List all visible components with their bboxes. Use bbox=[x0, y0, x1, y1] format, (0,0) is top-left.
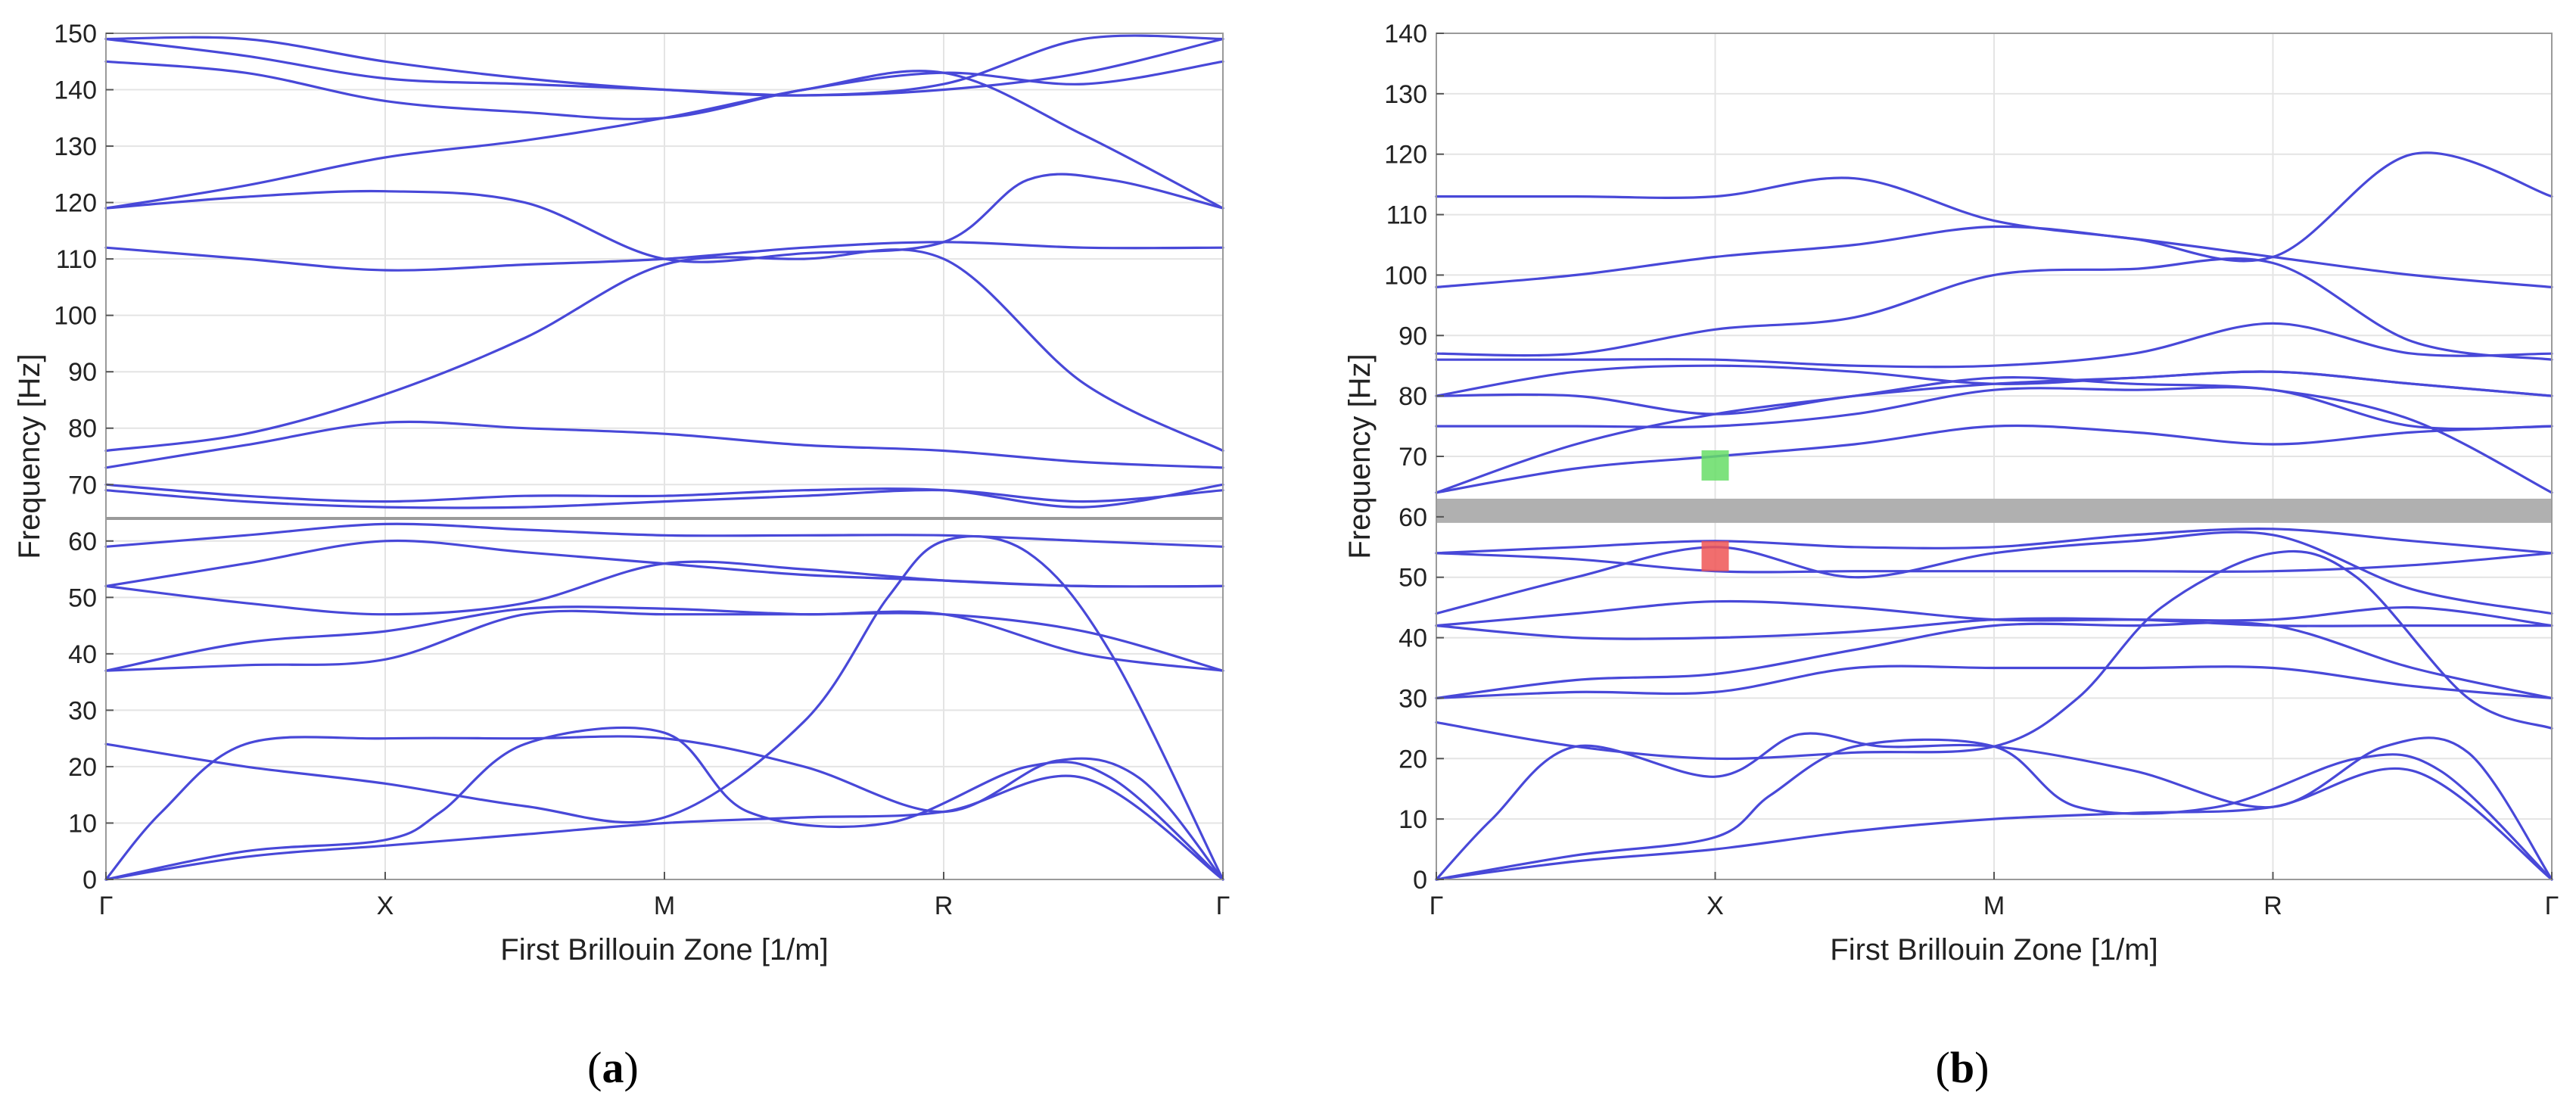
y-axis-title: Frequency [Hz] bbox=[1343, 353, 1377, 559]
x-tick-label: M bbox=[654, 892, 675, 920]
x-axis-title: First Brillouin Zone [1/m] bbox=[500, 933, 828, 966]
y-tick-label: 0 bbox=[1413, 866, 1427, 895]
x-tick-label: R bbox=[935, 892, 954, 920]
dispersion-band-13 bbox=[1435, 376, 2553, 494]
x-axis-title: First Brillouin Zone [1/m] bbox=[1830, 933, 2158, 966]
dispersion-band-10 bbox=[1435, 552, 2553, 574]
y-axis-title: Frequency [Hz] bbox=[13, 353, 46, 559]
dispersion-band-20 bbox=[1435, 151, 2553, 263]
y-tick-label: 80 bbox=[68, 415, 97, 444]
panel-caption: (a) bbox=[587, 1043, 639, 1092]
y-tick-label: 50 bbox=[1398, 564, 1427, 593]
chart-panel-b: 0 10 20 30 40 50 60 70 80 90 100 110 120 130 140 Γ X M R Γ F… bbox=[1343, 20, 2559, 1092]
x-tick-label: X bbox=[377, 892, 394, 920]
x-tick-label: X bbox=[1706, 892, 1724, 920]
x-tick-label: M bbox=[1983, 892, 2005, 920]
dispersion-band-13 bbox=[104, 248, 1224, 453]
dispersion-band-3 bbox=[104, 735, 1224, 881]
y-tick-label: 40 bbox=[68, 640, 97, 669]
dispersion-band-14 bbox=[1435, 386, 2553, 431]
dispersion-band-11 bbox=[1435, 528, 2553, 555]
y-tick-label: 70 bbox=[68, 471, 97, 500]
y-tick-label: 10 bbox=[1398, 805, 1427, 834]
x-tick-label: Γ bbox=[99, 892, 114, 920]
upper-edge-marker bbox=[1701, 450, 1729, 481]
y-tick-label: 10 bbox=[68, 809, 97, 838]
y-tick-label: 130 bbox=[54, 132, 97, 161]
y-tick-label: 150 bbox=[54, 20, 97, 48]
bandgap-band bbox=[1436, 498, 2552, 523]
dispersion-band-9 bbox=[104, 522, 1224, 548]
dispersion-band-2 bbox=[104, 726, 1224, 881]
dispersion-band-19 bbox=[104, 34, 1224, 97]
dispersion-band-16 bbox=[1435, 364, 2553, 397]
y-tick-label: 140 bbox=[54, 76, 97, 105]
y-tick-label: 140 bbox=[1384, 20, 1427, 48]
dispersion-band-12 bbox=[104, 420, 1224, 469]
y-tick-label: 20 bbox=[68, 753, 97, 782]
chart-panel-a: 0 10 20 30 40 50 60 70 80 90 100 110 120 130 140 150 Γ X M… bbox=[13, 20, 1230, 1092]
y-tick-label: 30 bbox=[68, 696, 97, 725]
dispersion-band-5 bbox=[104, 609, 1224, 672]
dispersion-band-5 bbox=[1435, 665, 2553, 699]
dispersion-band-15 bbox=[104, 173, 1224, 263]
dispersion-band-9 bbox=[1435, 531, 2553, 615]
y-tick-label: 40 bbox=[1398, 624, 1427, 653]
y-tick-label: 110 bbox=[56, 245, 97, 274]
dispersion-band-8 bbox=[104, 539, 1224, 588]
x-tick-label: Γ bbox=[1216, 892, 1230, 920]
dispersion-band-11 bbox=[104, 483, 1224, 509]
y-tick-label: 20 bbox=[1398, 745, 1427, 774]
y-tick-label: 120 bbox=[1384, 141, 1427, 170]
dispersion-band-8 bbox=[1435, 599, 2553, 627]
y-tick-label: 100 bbox=[1384, 261, 1427, 290]
y-tick-label: 80 bbox=[1398, 382, 1427, 411]
dispersion-band-6 bbox=[104, 605, 1224, 672]
y-tick-label: 120 bbox=[54, 189, 97, 218]
dispersion-band-19 bbox=[1435, 225, 2553, 288]
dispersion-band-4 bbox=[104, 535, 1224, 881]
dispersion-band-18 bbox=[1435, 257, 2553, 361]
y-tick-label: 0 bbox=[82, 866, 97, 895]
dispersion-band-1 bbox=[1435, 767, 2553, 881]
y-tick-label: 60 bbox=[68, 528, 97, 556]
y-tick-label: 60 bbox=[1398, 503, 1427, 532]
lower-edge-marker bbox=[1701, 540, 1729, 571]
y-tick-label: 130 bbox=[1384, 80, 1427, 109]
y-tick-label: 30 bbox=[1398, 684, 1427, 713]
y-tick-label: 90 bbox=[1398, 322, 1427, 350]
panel-caption: (b) bbox=[1936, 1043, 1990, 1092]
x-tick-label: Γ bbox=[2545, 892, 2559, 920]
dispersion-band-12 bbox=[1435, 424, 2553, 494]
dispersion-band-17 bbox=[1435, 322, 2553, 369]
y-tick-label: 50 bbox=[68, 584, 97, 612]
y-tick-label: 100 bbox=[54, 302, 97, 331]
y-tick-label: 110 bbox=[1386, 201, 1427, 230]
dispersion-band-1 bbox=[104, 774, 1224, 881]
y-tick-label: 90 bbox=[68, 358, 97, 387]
y-tick-label: 70 bbox=[1398, 443, 1427, 472]
x-tick-label: Γ bbox=[1430, 892, 1444, 920]
dispersion-band-10 bbox=[104, 488, 1224, 509]
dispersion-band-6 bbox=[1435, 621, 2553, 699]
x-tick-label: R bbox=[2263, 892, 2282, 920]
dispersion-band-17 bbox=[104, 60, 1224, 120]
dispersion-band-4 bbox=[1435, 549, 2553, 761]
